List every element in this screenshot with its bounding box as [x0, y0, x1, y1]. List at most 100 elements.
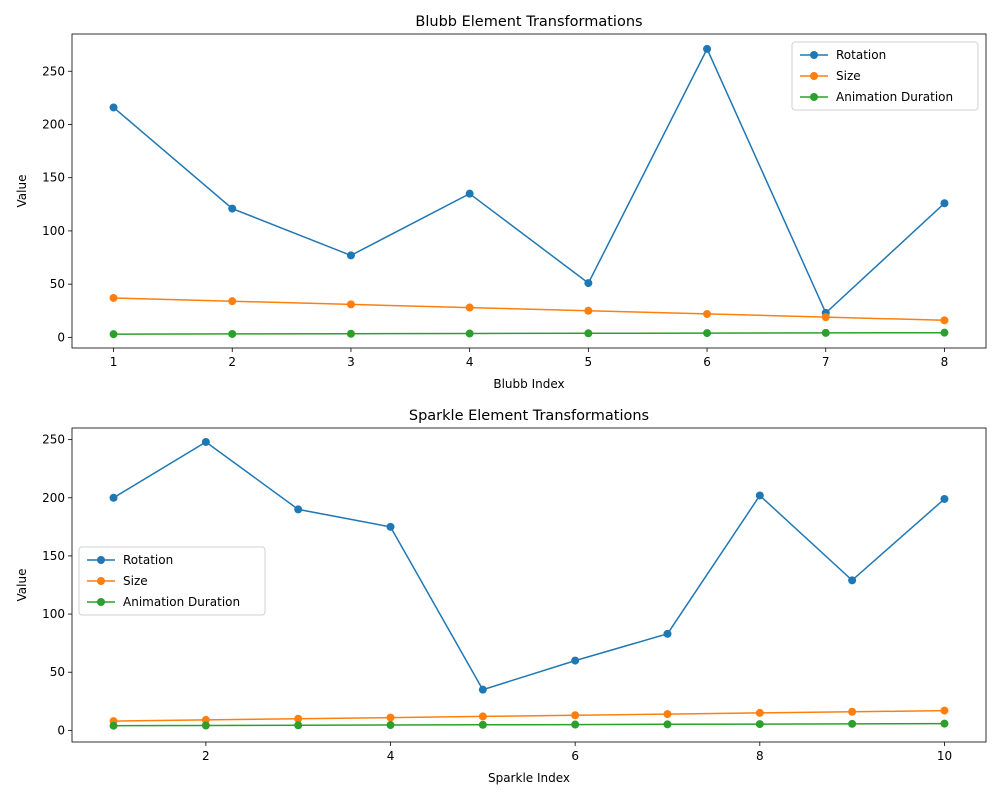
x-tick-label: 8	[756, 749, 764, 763]
data-point	[109, 293, 118, 302]
data-point	[228, 297, 237, 306]
data-point	[755, 491, 764, 500]
data-point	[571, 711, 580, 720]
data-point	[109, 103, 118, 112]
x-tick-label: 4	[466, 355, 474, 369]
x-tick-label: 6	[571, 749, 579, 763]
data-point	[848, 707, 857, 716]
data-point	[821, 328, 830, 337]
y-tick-label: 150	[42, 171, 65, 185]
data-point	[821, 313, 830, 322]
y-tick-label: 250	[42, 433, 65, 447]
data-point	[940, 199, 949, 208]
x-tick-label: 1	[110, 355, 118, 369]
y-tick-label: 0	[57, 330, 65, 344]
data-point	[228, 204, 237, 213]
series-line	[113, 47, 946, 315]
y-tick-label: 100	[42, 224, 65, 238]
data-point	[940, 494, 949, 503]
data-point	[346, 300, 355, 309]
data-point	[346, 329, 355, 338]
legend-entry: Size	[836, 69, 861, 83]
data-point	[940, 316, 949, 325]
y-tick-label: 0	[57, 723, 65, 737]
data-point	[663, 710, 672, 719]
chart-panel-1: Blubb Element Transformations 1 2 3 4 5 6 7 8 0 50…	[15, 14, 987, 391]
data-point	[386, 713, 395, 722]
x-tick-label: 5	[585, 355, 593, 369]
data-point	[201, 721, 210, 730]
data-point	[571, 720, 580, 729]
legend-marker	[97, 577, 105, 585]
x-axis-label: Blubb Index	[493, 377, 564, 391]
data-point	[465, 189, 474, 198]
y-tick-label: 200	[42, 117, 65, 131]
y-tick-label: 50	[50, 665, 65, 679]
data-point	[703, 44, 712, 53]
data-point	[584, 329, 593, 338]
data-point	[755, 720, 764, 729]
series-line	[113, 297, 945, 322]
series-line	[113, 441, 945, 691]
series-animation-duration	[109, 719, 949, 730]
data-point	[584, 279, 593, 288]
legend-marker	[97, 598, 105, 606]
data-point	[571, 656, 580, 665]
data-point	[294, 721, 303, 730]
plot-frame	[71, 427, 987, 743]
data-point	[703, 329, 712, 338]
data-point	[755, 708, 764, 717]
chart-title: Blubb Element Transformations	[415, 14, 642, 30]
legend-marker	[97, 556, 105, 564]
legend-marker	[810, 72, 818, 80]
x-tick-label: 2	[202, 749, 210, 763]
data-point	[465, 329, 474, 338]
data-point	[478, 685, 487, 694]
data-point	[201, 437, 210, 446]
data-point	[703, 309, 712, 318]
y-tick-label: 250	[42, 64, 65, 78]
y-axis-label: Value	[15, 175, 29, 208]
series-line	[113, 709, 945, 722]
legend-box	[78, 546, 266, 616]
data-point	[294, 505, 303, 514]
data-point	[346, 251, 355, 260]
legend-entry: Size	[123, 574, 148, 588]
legend-entry: Animation Duration	[836, 90, 953, 104]
legend-box	[791, 41, 979, 111]
series-line	[113, 331, 945, 335]
x-tick-label: 4	[387, 749, 395, 763]
x-tick-label: 10	[937, 749, 952, 763]
x-tick-label: 8	[941, 355, 949, 369]
plot-frame	[71, 33, 987, 349]
x-axis-label: Sparkle Index	[488, 771, 570, 785]
x-tick-label: 6	[703, 355, 711, 369]
data-point	[294, 714, 303, 723]
data-point	[584, 306, 593, 315]
data-point	[663, 629, 672, 638]
series-size	[109, 293, 949, 325]
y-tick-label: 200	[42, 491, 65, 505]
y-tick-label: 100	[42, 607, 65, 621]
data-point	[109, 330, 118, 339]
data-point	[848, 576, 857, 585]
data-point	[201, 715, 210, 724]
x-tick-label: 3	[347, 355, 355, 369]
data-point	[940, 328, 949, 337]
data-point	[465, 303, 474, 312]
data-point	[386, 721, 395, 730]
legend: Rotation Size Animation Duration	[78, 546, 266, 616]
data-point	[386, 522, 395, 531]
y-axis-label: Value	[15, 569, 29, 602]
series-size	[109, 706, 949, 726]
data-point	[109, 721, 118, 730]
legend-entry: Rotation	[836, 48, 886, 62]
y-tick-label: 50	[50, 277, 65, 291]
legend-marker	[810, 51, 818, 59]
data-point	[663, 720, 672, 729]
series-rotation	[109, 437, 949, 694]
data-point	[228, 329, 237, 338]
data-point	[940, 706, 949, 715]
